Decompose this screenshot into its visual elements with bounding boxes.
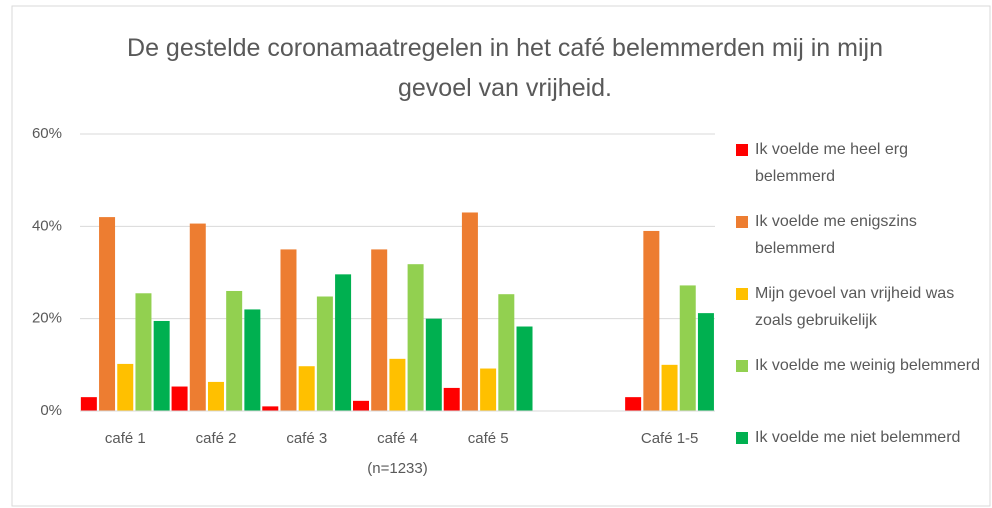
chart-title: De gestelde coronamaatregelen in het caf… [127,34,883,102]
y-tick-label: 40% [32,217,62,234]
bar [207,381,224,411]
bar [280,249,297,411]
bar [661,364,678,411]
legend-swatch [736,144,748,156]
x-tick-label: Café 1-5 [641,430,699,447]
bar [425,318,442,411]
y-tick-label: 20% [32,310,62,327]
bar [625,397,642,411]
bar [498,294,515,411]
bar [262,406,279,411]
legend-item: Mijn gevoel van vrijheid was zoals gebru… [736,280,981,352]
bar [153,320,170,411]
legend-item: Ik voelde me heel erg belemmerd [736,136,981,208]
bar [99,217,116,411]
y-tick-label: 0% [40,402,62,419]
annotation: (n=1233) [367,460,427,477]
legend-swatch [736,432,748,444]
legend-item: Ik voelde me weinig belemmerd [736,352,981,424]
legend-label: Ik voelde me heel erg belemmerd [755,141,908,185]
legend-label: Ik voelde me enigszins belemmerd [755,213,917,257]
bar [643,230,660,411]
bar [226,290,243,411]
legend-item: Ik voelde me enigszins belemmerd [736,208,981,280]
bar [298,366,315,411]
bar [80,397,97,411]
legend-swatch [736,360,748,372]
bar [353,400,369,411]
legend-swatch [736,288,748,300]
bar [697,313,714,411]
bar [443,387,460,411]
bar [171,386,188,411]
bar [461,212,478,411]
bar [316,296,333,411]
x-tick-label: café 1 [105,430,146,447]
bar [516,326,533,411]
x-tick-label: café 2 [196,430,237,447]
bar [117,363,134,411]
bar [480,368,497,411]
legend: Ik voelde me heel erg belemmerd Ik voelde… [736,136,981,496]
chart-border [11,5,991,507]
legend-swatch [736,216,748,228]
bar [679,285,696,411]
legend-item: Ik voelde me niet belemmerd [736,424,981,496]
bar [335,274,352,411]
y-tick-label: 60% [32,125,62,142]
x-tick-label: café 4 [377,430,418,447]
bar [389,358,406,411]
bar [371,249,388,411]
bar [189,223,206,411]
legend-label: Ik voelde me niet belemmerd [755,429,961,446]
legend-label: Mijn gevoel van vrijheid was zoals gebru… [755,285,955,329]
x-tick-label: café 3 [286,430,327,447]
legend-label: Ik voelde me weinig belemmerd [755,357,980,374]
bar [244,309,261,411]
bar [135,293,152,411]
bar [407,264,424,411]
x-tick-label: café 5 [468,430,509,447]
